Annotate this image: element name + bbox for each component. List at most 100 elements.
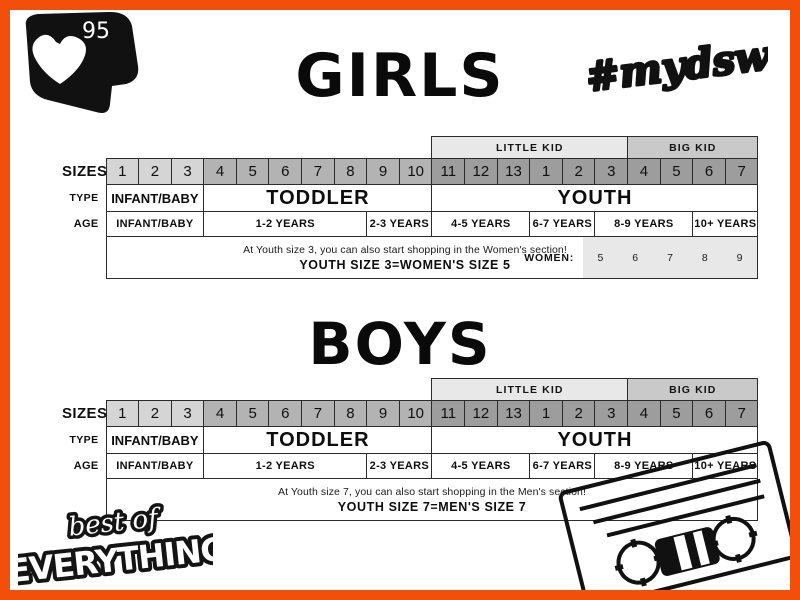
girls-age-cell: 10+ YEARS bbox=[692, 211, 759, 237]
girls-sizes-row: SIZES 1 2 3 4 5 6 7 8 9 10 11 12 13 1 2 3 4 5 6 7 bbox=[62, 158, 759, 185]
women-size-cell: 7 bbox=[667, 251, 673, 264]
boys-size-cell: 3 bbox=[170, 400, 205, 427]
girls-kid-band-row: LITTLE KID BIG KID bbox=[62, 136, 759, 159]
boys-type-cell: YOUTH bbox=[431, 426, 759, 454]
cassette-tape-icon bbox=[558, 441, 790, 590]
women-size-cells: 5 6 7 8 9 bbox=[583, 237, 757, 278]
girls-little-kid-band: LITTLE KID bbox=[431, 136, 629, 159]
boys-type-row: TYPE INFANT/BABY TODDLER YOUTH bbox=[62, 426, 759, 454]
boys-age-cell: 4-5 YEARS bbox=[431, 453, 531, 479]
boys-size-cell: 5 bbox=[235, 400, 270, 427]
girls-type-cell: YOUTH bbox=[431, 184, 759, 212]
girls-size-cell: 5 bbox=[659, 158, 694, 185]
girls-age-cell: INFANT/BABY bbox=[105, 211, 205, 237]
boys-size-cell: 3 bbox=[594, 400, 629, 427]
boys-size-table: LITTLE KID BIG KID SIZES 1 2 3 4 5 6 7 8 9 10 11 12… bbox=[62, 378, 759, 479]
girls-age-label: AGE bbox=[62, 211, 106, 237]
boys-size-cell: 6 bbox=[692, 400, 726, 427]
girls-size-cell: 2 bbox=[561, 158, 596, 185]
boys-note-block: At Youth size 7, you can also start shop… bbox=[106, 479, 758, 521]
girls-section-title: GIRLS bbox=[295, 41, 505, 111]
girls-size-cell: 1 bbox=[529, 158, 563, 185]
girls-size-cell: 8 bbox=[333, 158, 368, 185]
girls-size-table: LITTLE KID BIG KID SIZES 1 2 3 4 5 6 7 8 9 10 11 12… bbox=[62, 136, 759, 237]
boys-type-label: TYPE bbox=[62, 426, 106, 454]
girls-size-cell: 11 bbox=[431, 158, 466, 185]
boys-age-label: AGE bbox=[62, 453, 106, 479]
boys-size-cell: 7 bbox=[724, 400, 759, 427]
women-size-cell: 5 bbox=[597, 251, 604, 264]
girls-size-cell: 13 bbox=[496, 158, 531, 185]
boys-note-line1: At Youth size 7, you can also start shop… bbox=[277, 485, 587, 498]
boys-size-cell: 2 bbox=[138, 400, 172, 427]
boys-size-cell: 4 bbox=[203, 400, 237, 427]
boys-kid-band-row: LITTLE KID BIG KID bbox=[62, 378, 759, 401]
boys-size-cell: 9 bbox=[366, 400, 400, 427]
boys-size-cell: 11 bbox=[431, 400, 466, 427]
boys-type-cell: INFANT/BABY bbox=[105, 426, 205, 454]
girls-age-row: AGE INFANT/BABY 1-2 YEARS 2-3 YEARS 4-5 YEA… bbox=[62, 211, 759, 237]
boys-age-cell: 2-3 YEARS bbox=[366, 453, 433, 479]
boys-section-title: BOYS bbox=[308, 310, 492, 378]
boys-size-cell: 10 bbox=[398, 400, 433, 427]
boys-size-cell: 1 bbox=[105, 400, 140, 427]
everything-text: EVERYTHING bbox=[18, 530, 213, 590]
girls-type-label: TYPE bbox=[62, 184, 106, 212]
girls-note-line1: At Youth size 3, you can also start shop… bbox=[243, 243, 567, 256]
boys-size-cell: 6 bbox=[268, 400, 303, 427]
boys-size-cell: 4 bbox=[627, 400, 661, 427]
girls-note-block: At Youth size 3, you can also start shop… bbox=[106, 237, 758, 279]
girls-type-cell: TODDLER bbox=[203, 184, 433, 212]
boys-size-cell: 12 bbox=[464, 400, 498, 427]
boys-sizes-label: SIZES bbox=[62, 405, 108, 422]
boys-age-cell: INFANT/BABY bbox=[105, 453, 205, 479]
poster-sheet: 95 #mydsw GIRLS LITTLE KID BIG KID SIZES… bbox=[10, 10, 790, 590]
girls-size-cell: 2 bbox=[138, 158, 172, 185]
girls-size-chart: LITTLE KID BIG KID SIZES 1 2 3 4 5 6 7 8 9 10 11 12… bbox=[62, 136, 759, 279]
girls-size-cell: 6 bbox=[692, 158, 726, 185]
boys-size-cell: 2 bbox=[561, 400, 596, 427]
best-of-everything-logo: best of EVERYTHING bbox=[18, 500, 213, 590]
boys-size-cell: 13 bbox=[496, 400, 531, 427]
girls-note-line2: YOUTH SIZE 3=WOMEN'S SIZE 5 bbox=[299, 257, 511, 272]
girls-type-row: TYPE INFANT/BABY TODDLER YOUTH bbox=[62, 184, 759, 212]
boys-big-kid-band: BIG KID bbox=[627, 378, 759, 401]
girls-size-cell: 10 bbox=[398, 158, 433, 185]
boys-type-cell: TODDLER bbox=[203, 426, 433, 454]
boys-note-line2: YOUTH SIZE 7=MEN'S SIZE 7 bbox=[337, 499, 527, 514]
girls-size-cell: 12 bbox=[464, 158, 498, 185]
girls-size-cell: 1 bbox=[105, 158, 140, 185]
girls-size-cell: 3 bbox=[594, 158, 629, 185]
girls-sizes-label: SIZES bbox=[62, 163, 108, 180]
girls-age-cell: 2-3 YEARS bbox=[366, 211, 433, 237]
girls-women-conversion: WOMEN: 5 6 7 8 9 bbox=[524, 237, 757, 278]
girls-age-cell: 4-5 YEARS bbox=[431, 211, 531, 237]
hashtag-mydsw-logo: #mydsw bbox=[588, 30, 768, 102]
girls-size-cell: 7 bbox=[301, 158, 335, 185]
girls-size-cell: 3 bbox=[170, 158, 205, 185]
girls-age-cell: 6-7 YEARS bbox=[529, 211, 596, 237]
women-size-cell: 9 bbox=[736, 251, 743, 264]
girls-age-cell: 1-2 YEARS bbox=[203, 211, 368, 237]
boys-size-cell: 5 bbox=[659, 400, 694, 427]
boys-sizes-row: SIZES 1 2 3 4 5 6 7 8 9 10 11 12 13 1 2 3 4 5 6 7 bbox=[62, 400, 759, 427]
girls-age-cell: 8-9 YEARS bbox=[594, 211, 694, 237]
boys-size-chart: LITTLE KID BIG KID SIZES 1 2 3 4 5 6 7 8 9 10 11 12… bbox=[62, 378, 759, 521]
boys-size-cell: 1 bbox=[529, 400, 563, 427]
boys-little-kid-band: LITTLE KID bbox=[431, 378, 629, 401]
girls-type-cell: INFANT/BABY bbox=[105, 184, 205, 212]
girls-size-cell: 4 bbox=[203, 158, 237, 185]
boys-size-cell: 8 bbox=[333, 400, 368, 427]
girls-size-cell: 4 bbox=[627, 158, 661, 185]
boys-size-cell: 7 bbox=[301, 400, 335, 427]
boys-age-cell: 1-2 YEARS bbox=[203, 453, 368, 479]
badge-number: 95 bbox=[82, 19, 110, 44]
girls-size-cell: 7 bbox=[724, 158, 759, 185]
boys-age-cell: 6-7 YEARS bbox=[529, 453, 596, 479]
women-label: WOMEN: bbox=[524, 251, 575, 264]
girls-size-cell: 5 bbox=[235, 158, 270, 185]
girls-size-cell: 9 bbox=[366, 158, 400, 185]
women-size-cell: 6 bbox=[632, 251, 639, 264]
girls-size-cell: 6 bbox=[268, 158, 303, 185]
